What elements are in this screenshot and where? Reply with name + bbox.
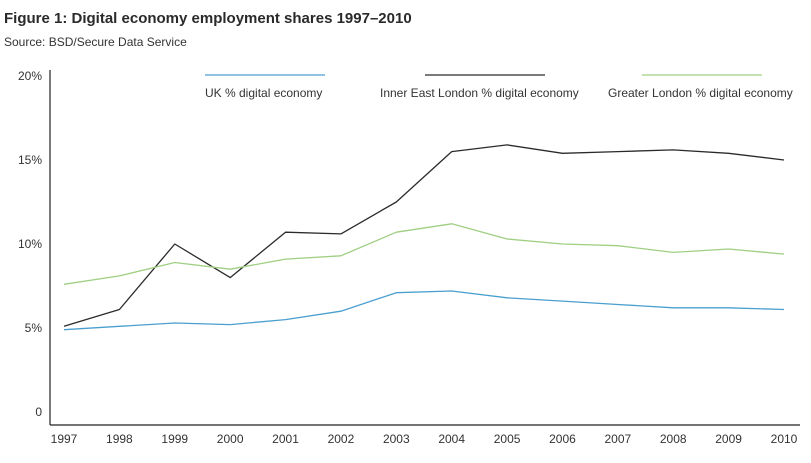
x-tick-label: 2008 (660, 432, 687, 446)
y-tick-label: 20% (18, 69, 42, 83)
x-tick-label: 2003 (383, 432, 410, 446)
y-tick-label: 15% (18, 153, 42, 167)
legend-label-2: Inner East London % digital economy (380, 86, 579, 100)
x-tick-label: 1998 (106, 432, 133, 446)
y-tick-label: 5% (25, 321, 43, 335)
x-tick-label: 2010 (771, 432, 798, 446)
x-tick-label: 1997 (51, 432, 78, 446)
legend-label-3: Greater London % digital economy (608, 86, 793, 100)
y-tick-label: 10% (18, 237, 42, 251)
x-tick-label: 2001 (272, 432, 299, 446)
x-tick-label: 2007 (604, 432, 631, 446)
x-tick-label: 2002 (328, 432, 355, 446)
series-line-3 (63, 223, 785, 285)
x-tick-label: 2009 (715, 432, 742, 446)
series-line-2 (63, 144, 785, 327)
chart-title: Figure 1: Digital economy employment sha… (4, 10, 412, 27)
y-tick-label: 0 (35, 405, 42, 419)
x-tick-label: 2005 (494, 432, 521, 446)
chart-subtitle: Source: BSD/Secure Data Service (4, 35, 187, 49)
series-line-1 (63, 290, 785, 331)
x-tick-label: 2004 (438, 432, 465, 446)
legend-label-1: UK % digital economy (205, 86, 322, 100)
x-tick-label: 2006 (549, 432, 576, 446)
x-tick-label: 1999 (161, 432, 188, 446)
x-tick-label: 2000 (217, 432, 244, 446)
